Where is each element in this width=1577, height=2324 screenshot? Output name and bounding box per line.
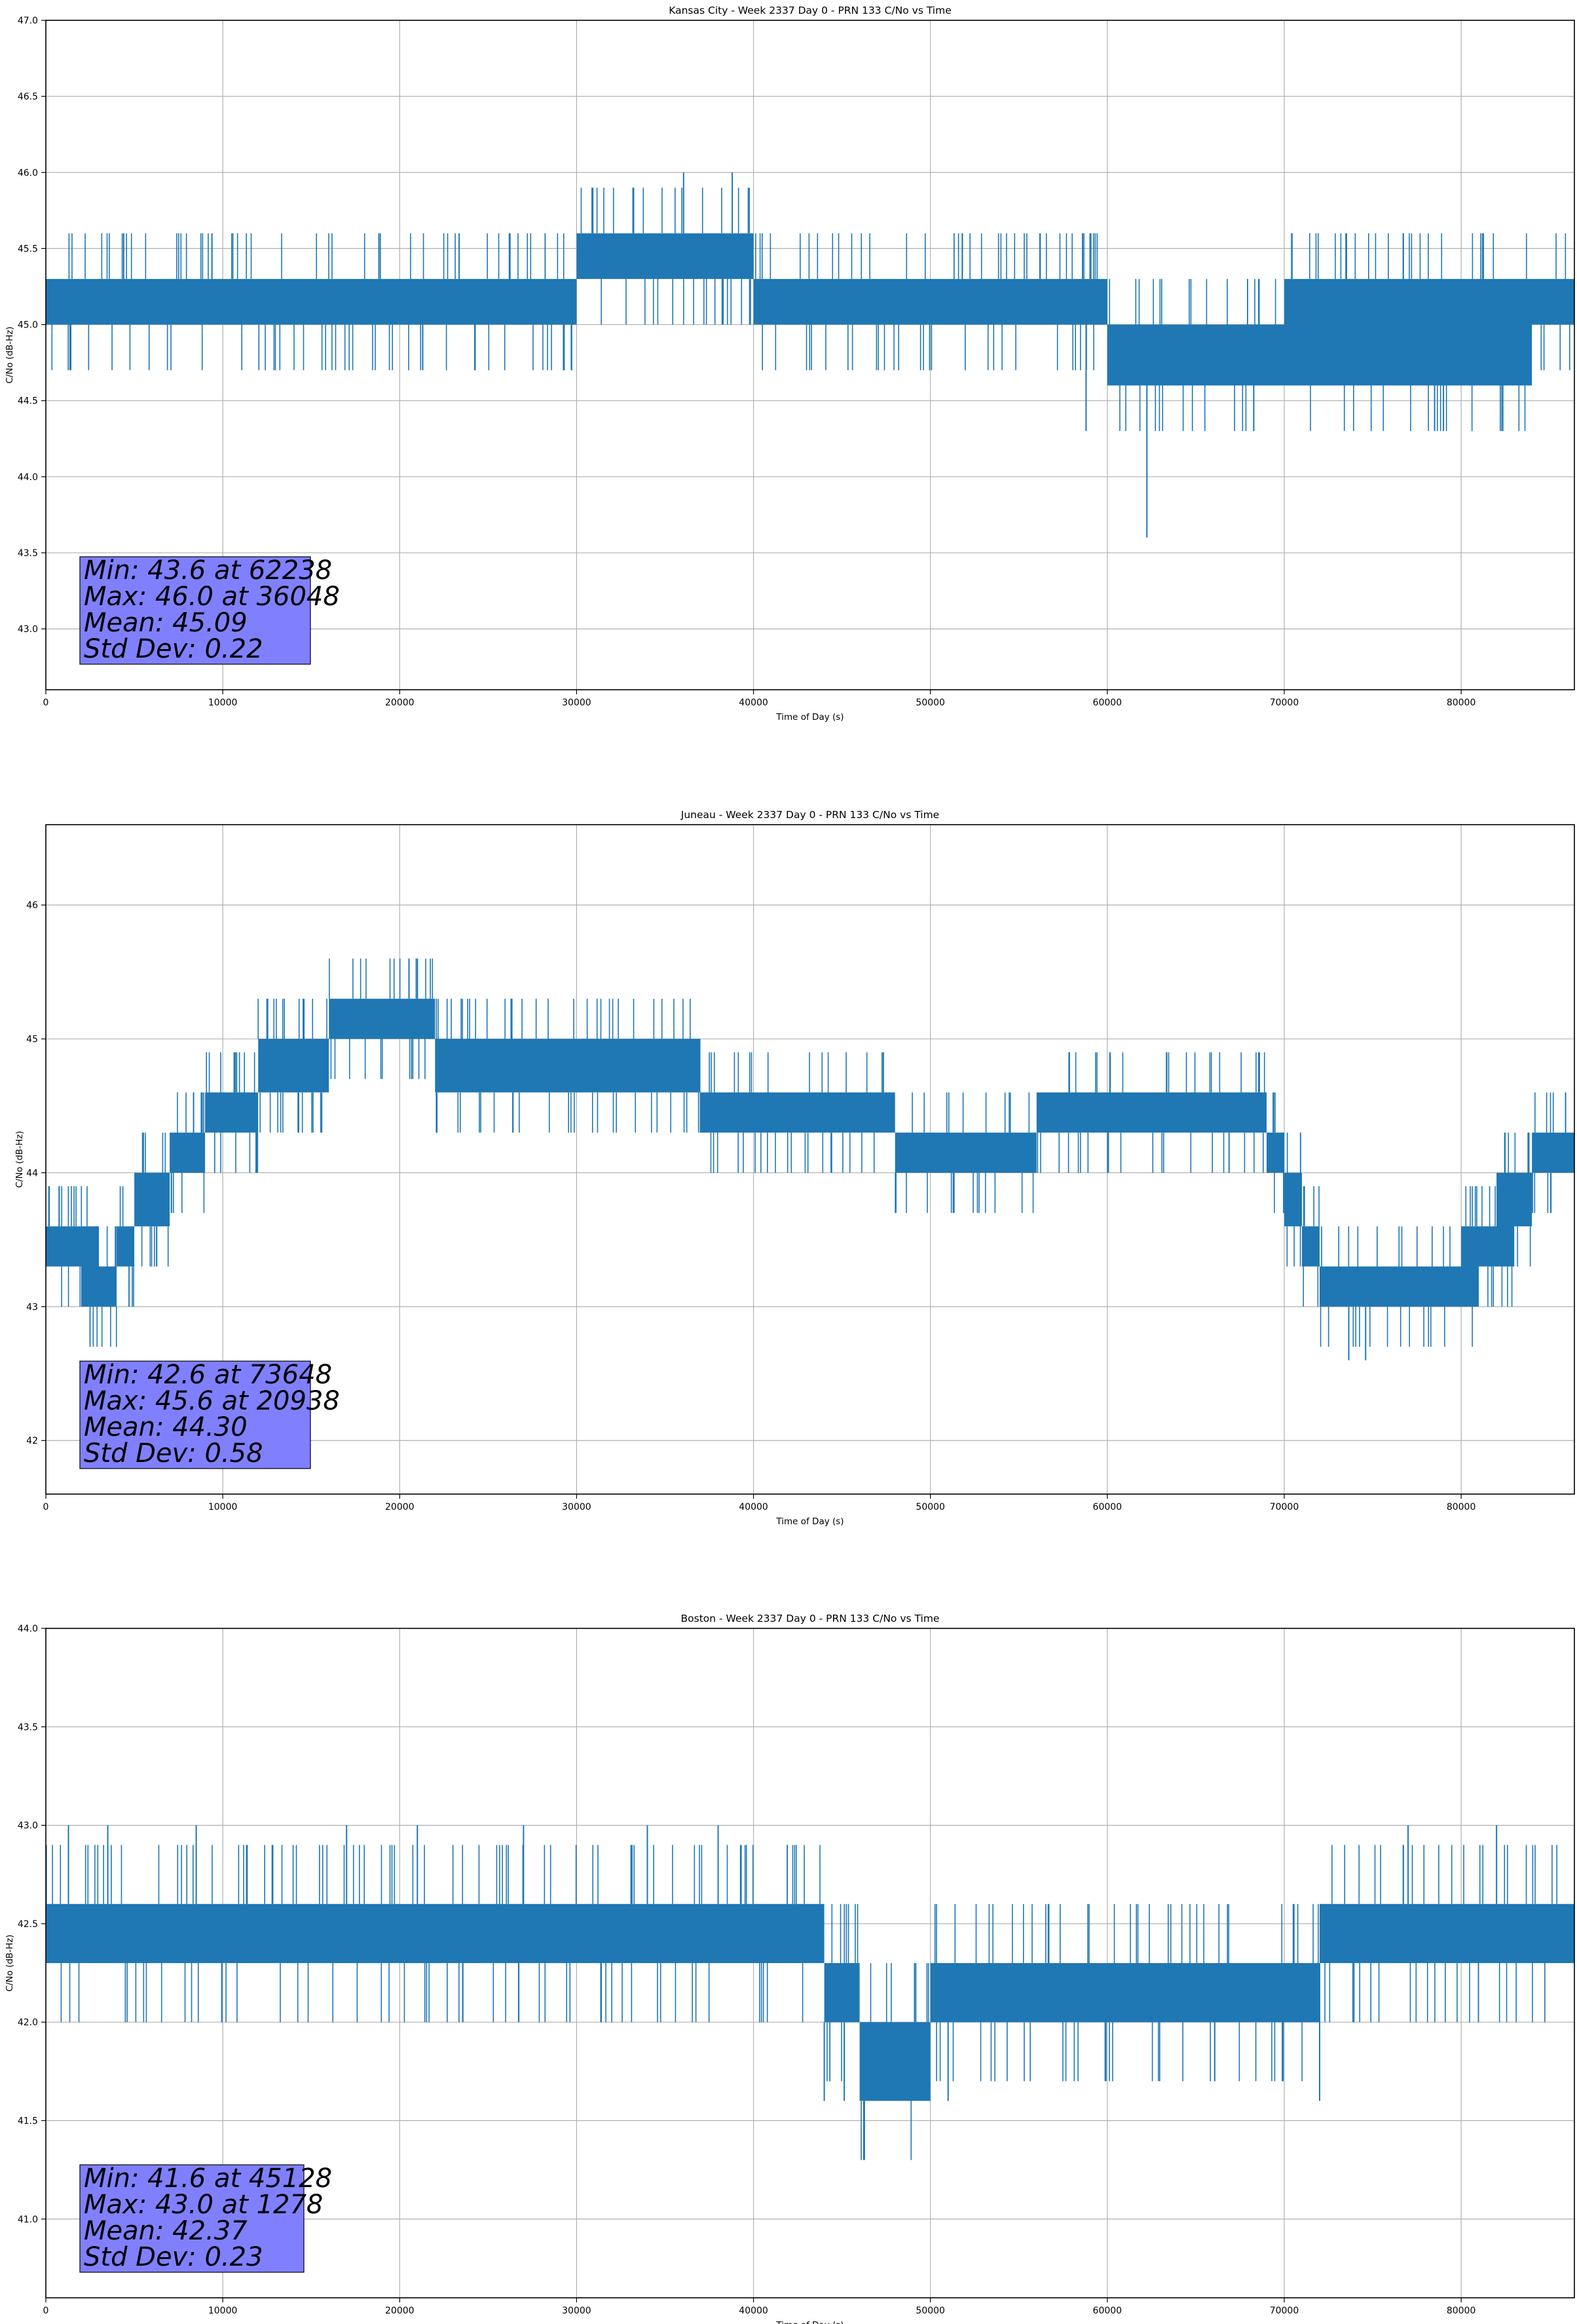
stats-box <box>79 556 311 665</box>
x-tick-label: 60000 <box>1093 1502 1122 1512</box>
x-tick-label: 0 <box>43 1502 49 1512</box>
y-axis-label: C/No (dB-Hz) <box>5 1934 15 1991</box>
x-tick-label: 40000 <box>739 1502 768 1512</box>
chart-panel-2: 0 10000 20000 30000 40000 50000 60000 70000 8000… <box>14 809 1575 1527</box>
stats-mean-line: Mean: 42.37 <box>84 2216 248 2246</box>
x-tick-label: 50000 <box>916 698 945 708</box>
x-tick-label: 40000 <box>739 2306 768 2316</box>
x-tick-label: 10000 <box>208 1502 238 1512</box>
x-tick-label: 50000 <box>916 1502 945 1512</box>
chart-title: Juneau - Week 2337 Day 0 - PRN 133 C/No … <box>680 809 939 821</box>
chart-title: Boston - Week 2337 Day 0 - PRN 133 C/No … <box>681 1613 940 1624</box>
x-tick-label: 10000 <box>208 698 238 708</box>
stats-std-line: Std Dev: 0.22 <box>84 634 263 664</box>
x-tick-label: 30000 <box>562 2306 591 2316</box>
x-tick-label: 0 <box>43 698 49 708</box>
y-axis-label: C/No (dB-Hz) <box>5 326 15 383</box>
x-tick-label: 20000 <box>385 2306 415 2316</box>
x-tick-label: 50000 <box>916 2306 945 2316</box>
x-tick-label: 0 <box>43 2306 49 2316</box>
y-tick-label: 42.5 <box>18 1919 38 1930</box>
stats-min-line: Min: 41.6 at 45128 <box>84 2164 332 2194</box>
stats-min-line: Min: 43.6 at 62238 <box>84 555 332 586</box>
x-axis-label: Time of Day (s) <box>775 712 844 722</box>
x-tick-label: 80000 <box>1447 698 1476 708</box>
x-tick-label: 80000 <box>1447 2306 1476 2316</box>
x-tick-label: 20000 <box>385 698 415 708</box>
axes-frame <box>45 1628 1575 2298</box>
y-tick-label: 43.5 <box>18 548 38 559</box>
axes-frame <box>45 824 1575 1495</box>
stats-max-line: Max: 45.6 at 20938 <box>84 1386 340 1416</box>
x-tick-label: 70000 <box>1270 698 1299 708</box>
stats-mean-line: Mean: 44.30 <box>84 1412 248 1442</box>
x-axis-label: Time of Day (s) <box>775 2320 844 2324</box>
y-tick-label: 43.5 <box>18 1722 38 1733</box>
x-tick-label: 60000 <box>1093 698 1122 708</box>
y-tick-label: 45.0 <box>18 320 38 331</box>
stats-box <box>79 2164 305 2273</box>
y-tick-label: 45.5 <box>18 244 38 254</box>
x-tick-label: 30000 <box>562 1502 591 1512</box>
y-tick-label: 45 <box>26 1034 38 1045</box>
axes-frame <box>45 20 1575 690</box>
y-tick-label: 42 <box>26 1436 38 1446</box>
x-tick-label: 60000 <box>1093 2306 1122 2316</box>
data-series <box>46 958 1574 1360</box>
x-tick-label: 20000 <box>385 1502 415 1512</box>
y-tick-label: 46.0 <box>18 168 38 178</box>
stats-box <box>79 1360 311 1469</box>
data-band <box>46 998 1574 1307</box>
y-tick-label: 41.0 <box>18 2215 38 2225</box>
stats-min-line: Min: 42.6 at 73648 <box>84 1360 332 1390</box>
y-tick-label: 44.5 <box>18 396 38 407</box>
y-tick-label: 46.5 <box>18 92 38 102</box>
stats-max-line: Max: 46.0 at 36048 <box>84 582 340 612</box>
stats-std-line: Std Dev: 0.23 <box>84 2242 263 2272</box>
stats-max-line: Max: 43.0 at 1278 <box>84 2190 323 2220</box>
data-series <box>46 172 1574 538</box>
y-tick-label: 47.0 <box>18 16 38 26</box>
x-tick-label: 70000 <box>1270 1502 1299 1512</box>
y-tick-label: 43.0 <box>18 1821 38 1831</box>
x-tick-label: 80000 <box>1447 1502 1476 1512</box>
y-tick-label: 44 <box>26 1168 38 1178</box>
y-tick-label: 42.0 <box>18 2017 38 2028</box>
x-tick-label: 40000 <box>739 698 768 708</box>
stats-std-line: Std Dev: 0.58 <box>84 1438 263 1469</box>
data-band <box>46 1903 1574 2101</box>
y-tick-label: 41.5 <box>18 2116 38 2126</box>
x-tick-label: 10000 <box>208 2306 238 2316</box>
y-tick-label: 43.0 <box>18 624 38 635</box>
data-band <box>46 233 1574 386</box>
data-series <box>46 1825 1574 2160</box>
y-tick-label: 44.0 <box>18 472 38 483</box>
x-tick-label: 30000 <box>562 698 591 708</box>
y-tick-label: 46 <box>26 901 38 911</box>
chart-panel-1: 0 10000 20000 30000 40000 50000 60000 70000 8000… <box>5 5 1575 722</box>
y-axis-label: C/No (dB-Hz) <box>14 1131 25 1188</box>
chart-title: Kansas City - Week 2337 Day 0 - PRN 133 … <box>669 5 952 16</box>
x-tick-label: 70000 <box>1270 2306 1299 2316</box>
x-axis-label: Time of Day (s) <box>775 1516 844 1527</box>
chart-panel-3: 0 10000 20000 30000 40000 50000 60000 70000 8000… <box>5 1613 1575 2324</box>
y-tick-label: 43 <box>26 1302 38 1313</box>
y-tick-label: 44.0 <box>18 1624 38 1634</box>
stats-mean-line: Mean: 45.09 <box>84 608 248 638</box>
